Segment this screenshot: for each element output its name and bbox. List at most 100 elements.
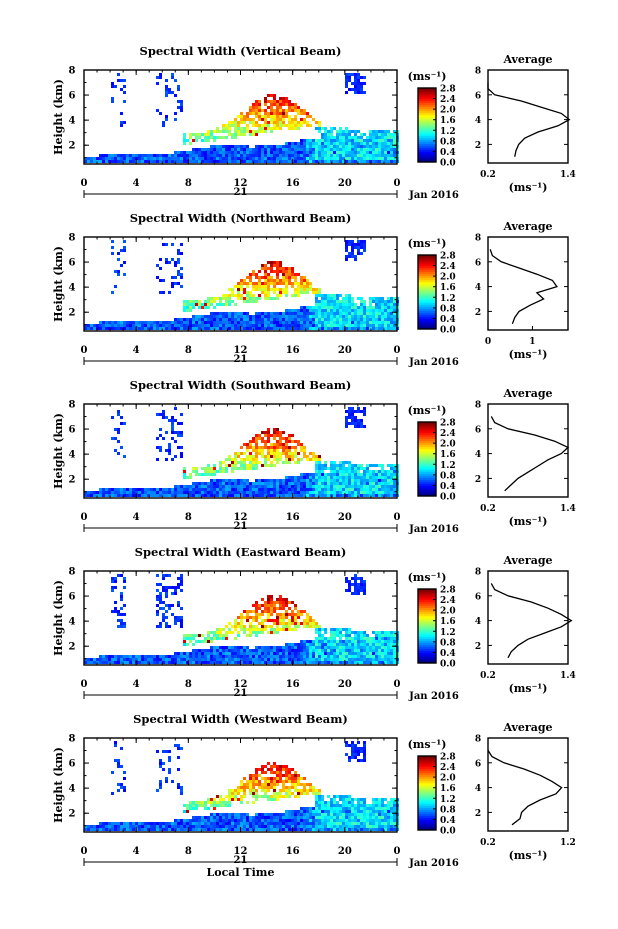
heatmap-cell [156,324,159,327]
heatmap-cell [282,270,285,273]
heatmap-cell [372,470,375,473]
heatmap-cell [300,485,303,488]
heatmap-cell [237,285,240,288]
heatmap-cell [372,640,375,643]
heatmap-cell [252,109,255,112]
heatmap-cell [282,112,285,115]
heatmap-cell [87,160,90,163]
heatmap-cell [336,139,339,142]
heatmap-cell [210,488,213,491]
heatmap-cell [234,285,237,288]
heatmap-cell [123,661,126,664]
heatmap-cell [366,482,369,485]
heatmap-cell [192,491,195,494]
heatmap-cell [267,106,270,109]
heatmap-cell [213,470,216,473]
heatmap-cell [219,646,222,649]
heatmap-cell [234,485,237,488]
heatmap-cell [291,267,294,270]
heatmap-cell [291,479,294,482]
heatmap-cell [348,324,351,327]
heatmap-cell [267,482,270,485]
heatmap-cell [255,124,258,127]
heatmap-cell [267,324,270,327]
heatmap-cell [216,303,219,306]
heatmap-cell [354,318,357,321]
heatmap-cell [159,488,162,491]
heatmap-cell [351,309,354,312]
heatmap-cell [168,822,171,825]
heatmap-cell [387,479,390,482]
heatmap-cell [258,106,261,109]
heatmap-cell [375,315,378,318]
heatmap-cell [216,479,219,482]
heatmap-cell [144,655,147,658]
heatmap-cell [252,130,255,133]
heatmap-cell [147,661,150,664]
heatmap-cell [147,494,150,497]
heatmap-cell [222,485,225,488]
heatmap-cell [279,100,282,103]
heatmap-cell [345,494,348,497]
heatmap-cell [336,312,339,315]
heatmap-cell [345,652,348,655]
heatmap-cell [357,85,360,88]
heatmap-cell [261,130,264,133]
heatmap-cell [183,828,186,831]
heatmap-cell [363,82,366,85]
heatmap-cell [282,649,285,652]
heatmap-cell [354,464,357,467]
heatmap-cell [180,273,183,276]
heatmap-cell [351,255,354,258]
heatmap-cell [318,649,321,652]
heatmap-cell [219,303,222,306]
heatmap-cell [123,488,126,491]
heatmap-cell [186,327,189,330]
x-tick-label: 8 [185,679,192,690]
heatmap-cell [393,482,396,485]
heatmap-cell [87,491,90,494]
colorbar-segment [418,112,436,116]
heatmap-cell [273,646,276,649]
heatmap-cell [165,327,168,330]
heatmap-cell [111,491,114,494]
heatmap-cell [393,130,396,133]
heatmap-cell [309,482,312,485]
heatmap-cell [225,327,228,330]
heatmap-cell [186,825,189,828]
heatmap-cell [195,649,198,652]
y-tick-label: 4 [69,617,76,628]
heatmap-cell [249,294,252,297]
heatmap-cell [333,294,336,297]
heatmap-cell [285,154,288,157]
heatmap-cell [315,318,318,321]
heatmap-cell [336,640,339,643]
heatmap-cell [261,658,264,661]
heatmap-cell [390,312,393,315]
heatmap-cell [138,655,141,658]
heatmap-cell [351,240,354,243]
heatmap-cell [297,121,300,124]
heatmap-cell [174,652,177,655]
heatmap-cell [189,157,192,160]
heatmap-cell [264,458,267,461]
heatmap-cell [261,610,264,613]
heatmap-cell [354,142,357,145]
heatmap-cell [285,112,288,115]
heatmap-cell [324,300,327,303]
heatmap-cell [120,88,123,91]
heatmap-cell [357,652,360,655]
heatmap-cell [297,661,300,664]
x-tick-label: 8 [185,178,192,189]
heatmap-cell [198,825,201,828]
heatmap-cell [300,312,303,315]
heatmap-cell [144,822,147,825]
heatmap-cell [255,440,258,443]
heatmap-cell [204,318,207,321]
heatmap-cell [378,303,381,306]
heatmap-cell [327,655,330,658]
heatmap-cell [357,82,360,85]
heatmap-cell [333,643,336,646]
heatmap-cell [282,118,285,121]
heatmap-cell [225,637,228,640]
